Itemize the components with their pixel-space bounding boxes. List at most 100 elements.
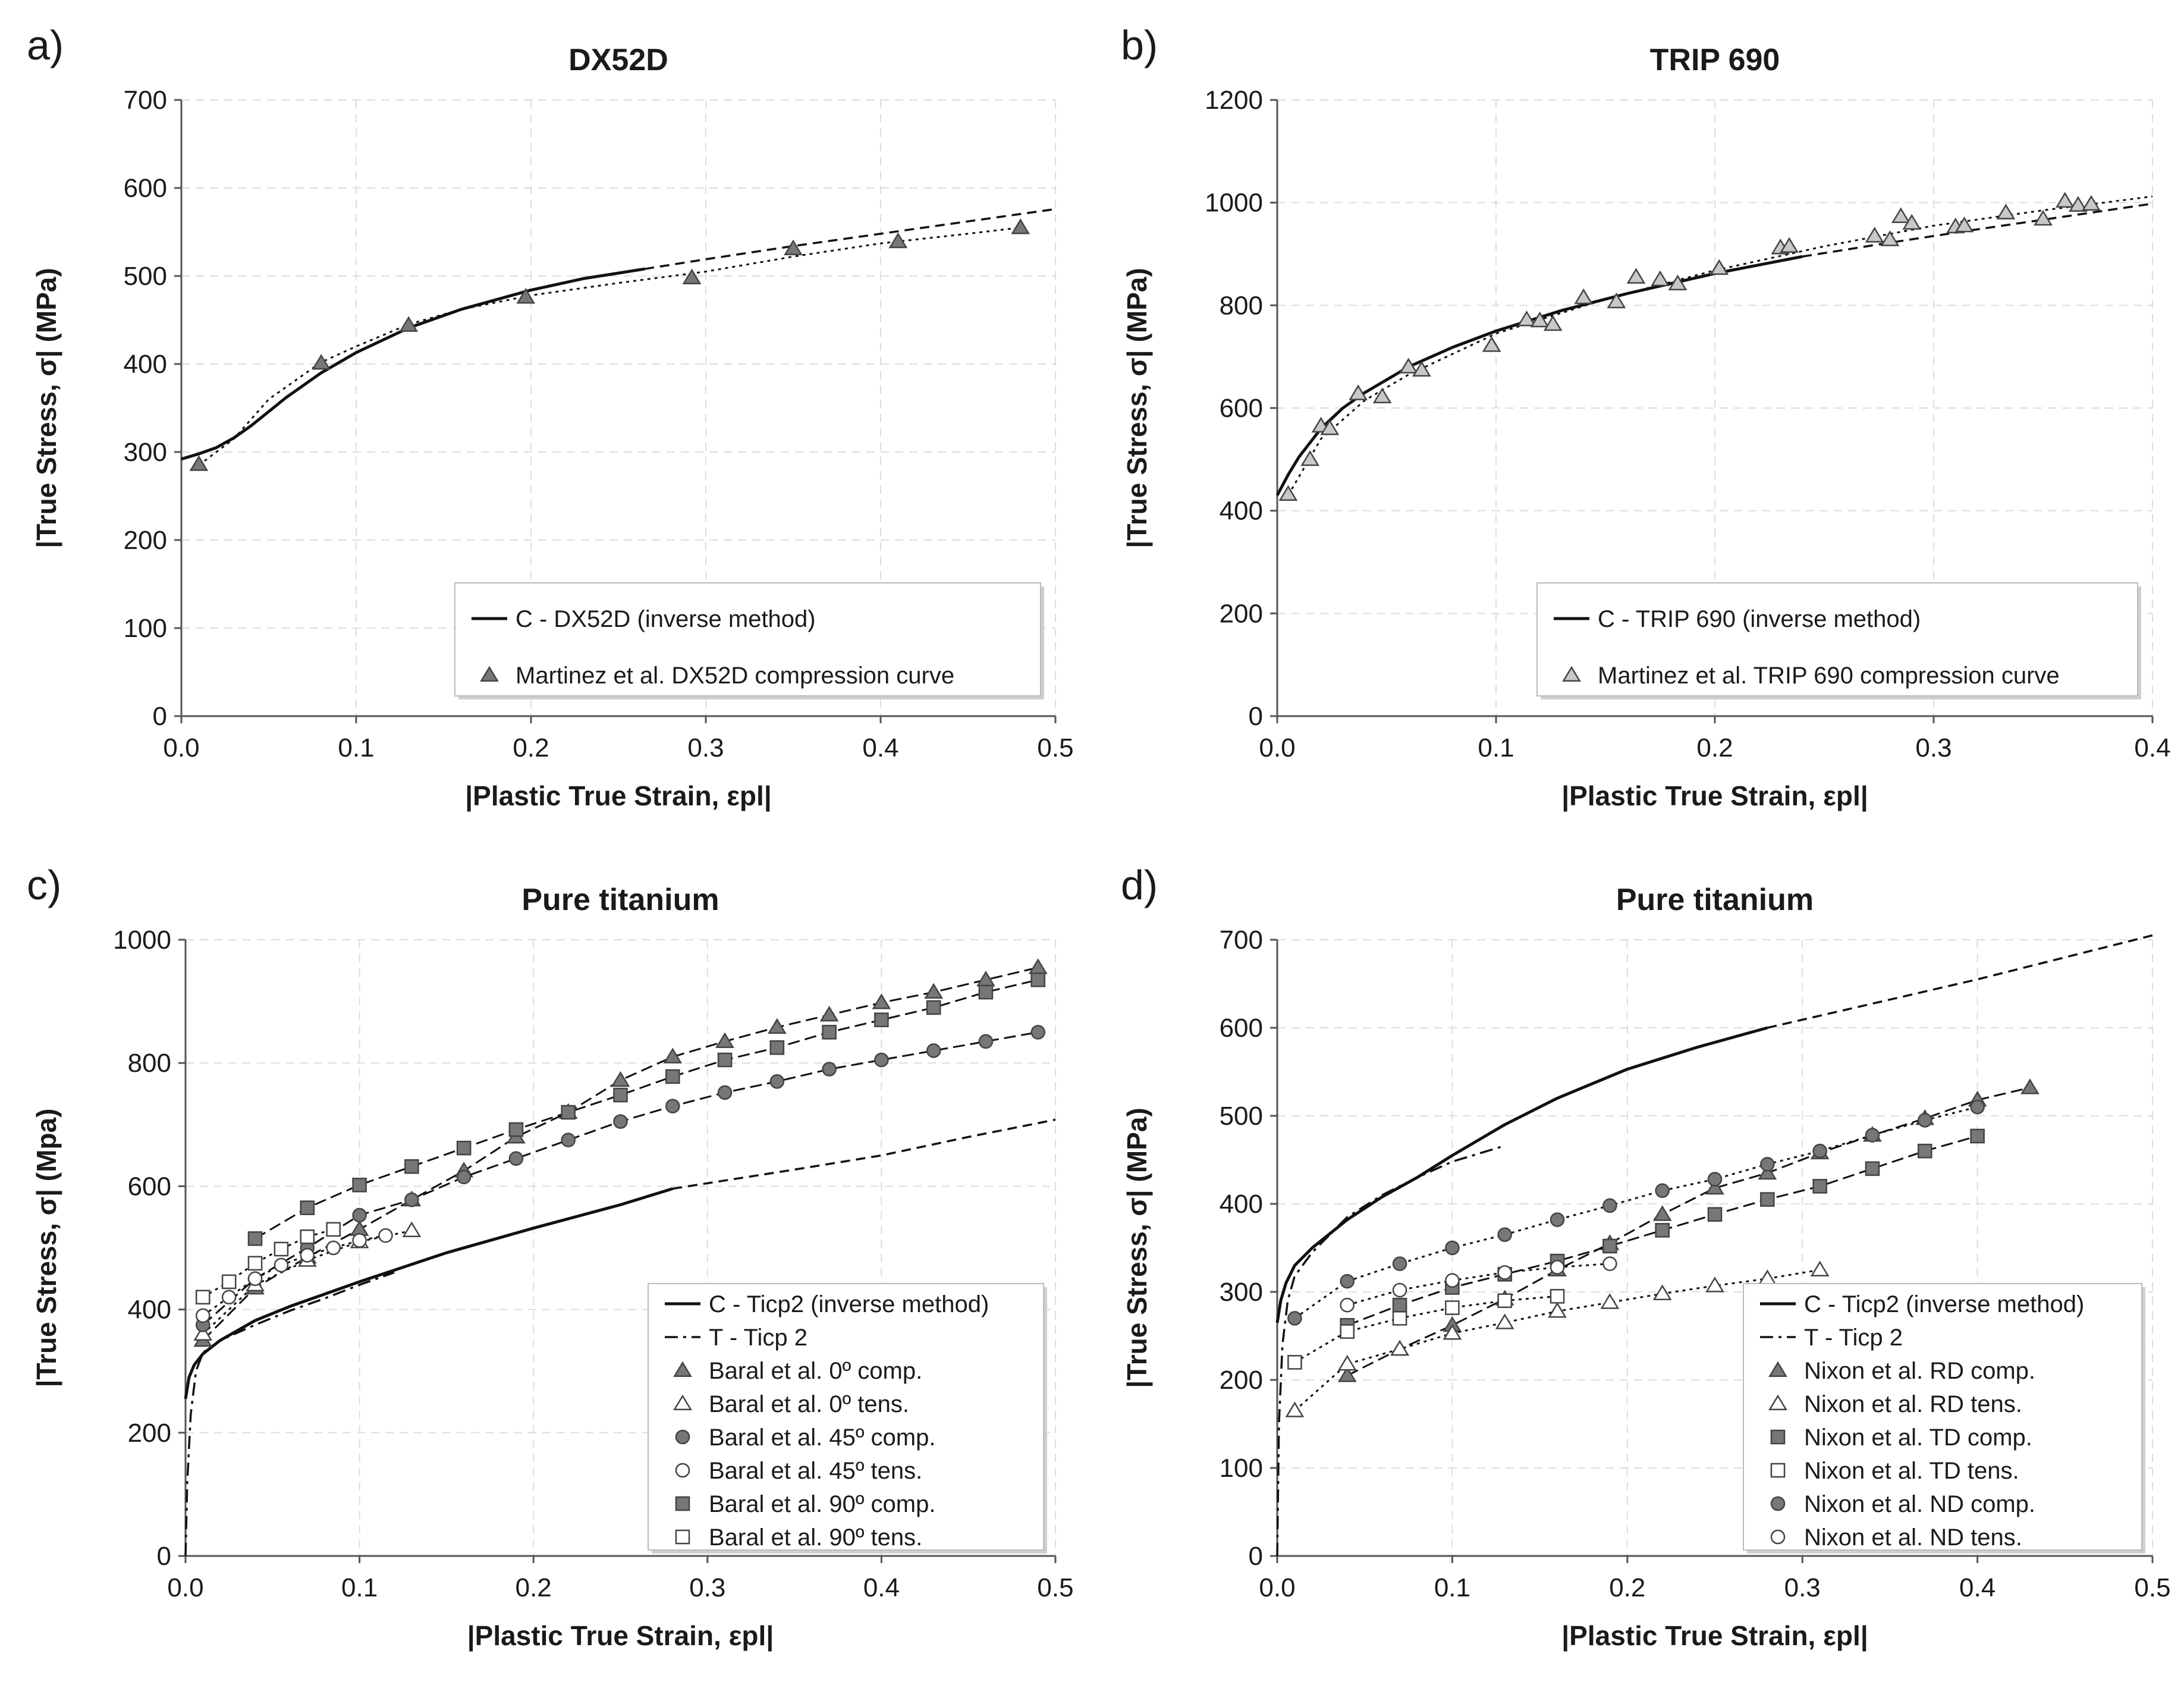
legend-marker: [1770, 1496, 1786, 1511]
y-tick-label: 500: [124, 262, 167, 291]
data-point: [1668, 274, 1688, 291]
x-tick-label: 0.0: [163, 733, 199, 763]
y-tick-label: 600: [1220, 394, 1263, 423]
series-7: [247, 972, 1046, 1246]
series-1: [673, 1118, 1056, 1190]
data-point: [1602, 1198, 1617, 1213]
data-point: [1902, 214, 1922, 230]
y-axis-title: |True Stress, σ| (MPa): [1121, 268, 1152, 548]
data-point: [767, 1018, 787, 1034]
data-point: [822, 1062, 837, 1077]
data-point: [508, 1122, 524, 1137]
chart-title: TRIP 690: [1650, 43, 1780, 77]
legend-marker: [675, 1496, 690, 1511]
data-point: [1517, 310, 1536, 327]
x-tick-label: 0.2: [1696, 733, 1733, 763]
y-tick-label: 500: [1220, 1102, 1263, 1131]
series-1: [1767, 934, 2153, 1029]
legend-box: [648, 1283, 1044, 1551]
data-point: [1550, 1212, 1565, 1227]
y-tick-label: 600: [124, 174, 167, 203]
legend: C - Ticp2 (inverse method) T - Ticp 2 Bara…: [648, 1283, 1047, 1554]
y-tick-label: 1000: [1205, 189, 1263, 218]
legend-label: T - Ticp 2: [709, 1325, 807, 1351]
series-line: [1294, 1106, 1978, 1319]
data-point: [784, 239, 803, 256]
panel-label: d): [1121, 862, 1158, 908]
legend-box: [1536, 582, 2138, 696]
data-point: [2020, 1078, 2040, 1094]
series-line: [184, 1187, 674, 1400]
data-point: [1392, 1256, 1407, 1271]
data-point: [1030, 972, 1046, 987]
data-point: [378, 1228, 393, 1243]
legend-label: C - TRIP 690 (inverse method): [1598, 606, 1921, 632]
data-point: [1340, 1273, 1355, 1289]
data-point: [613, 1114, 628, 1129]
legend-label: T - Ticp 2: [1804, 1325, 1903, 1351]
data-point: [1574, 288, 1594, 305]
data-point: [1812, 1179, 1827, 1194]
y-tick-label: 200: [1220, 599, 1263, 628]
data-point: [1497, 1227, 1513, 1243]
data-point: [1392, 1282, 1407, 1298]
data-point: [1970, 1099, 1985, 1115]
legend-label: C - Ticp2 (inverse method): [709, 1291, 989, 1317]
data-point: [717, 1052, 733, 1068]
data-point: [1705, 1276, 1724, 1292]
x-tick-label: 0.0: [167, 1573, 203, 1602]
data-point: [613, 1087, 628, 1103]
x-tick-label: 0.1: [341, 1573, 378, 1602]
y-tick-label: 0: [1249, 702, 1263, 731]
data-point: [1399, 357, 1418, 374]
data-point: [1497, 1293, 1513, 1309]
data-point: [561, 1132, 576, 1147]
data-point: [1652, 1284, 1672, 1300]
data-point: [1320, 419, 1340, 435]
series-0: [1275, 255, 1803, 496]
y-tick-label: 800: [1220, 291, 1263, 320]
data-point: [1011, 218, 1030, 234]
data-point: [508, 1151, 524, 1166]
data-point: [1445, 1240, 1460, 1256]
data-point: [326, 1222, 341, 1237]
data-point: [195, 1308, 210, 1323]
legend-marker: [1562, 666, 1581, 682]
x-tick-label: 0.3: [1784, 1573, 1821, 1602]
data-point: [924, 983, 944, 999]
data-point: [1030, 1025, 1046, 1040]
legend: C - DX52D (inverse method) Martinez et al…: [454, 582, 1044, 699]
data-point: [300, 1200, 315, 1215]
data-point: [1340, 1324, 1355, 1339]
chart-panel-0: a) DX52D 0.0 0.1 0.2 0.3 0.4 0.5 0 100 200 300 400 50…: [27, 22, 1074, 811]
series-8: [1340, 1256, 1617, 1313]
data-point: [1707, 1207, 1723, 1222]
data-point: [456, 1169, 472, 1185]
legend-label: Martinez et al. DX52D compression curve: [516, 663, 954, 689]
x-tick-label: 0.0: [1259, 733, 1295, 763]
data-point: [1780, 237, 1799, 253]
series-0: [181, 267, 645, 461]
series-2: [1287, 195, 2153, 496]
y-axis-title: |True Stress, σ| (MPa): [1121, 1107, 1152, 1388]
series-line: [1767, 934, 2153, 1029]
data-point: [769, 1074, 785, 1089]
x-tick-label: 0.2: [513, 733, 549, 763]
chart-panel-2: c) Pure titanium 0.0 0.1 0.2 0.3 0.4 0.5 0 200 400…: [27, 862, 1074, 1651]
legend-marker: [1770, 1463, 1786, 1478]
data-point: [1285, 1401, 1305, 1417]
data-point: [561, 1105, 576, 1120]
series-line: [644, 208, 1056, 270]
data-point: [819, 1005, 839, 1022]
data-point: [872, 993, 891, 1009]
legend-box: [454, 582, 1041, 696]
data-point: [978, 984, 994, 1000]
panel-label: a): [27, 22, 64, 68]
y-tick-label: 600: [128, 1172, 171, 1201]
series-1: [1802, 202, 2153, 258]
data-point: [352, 1207, 367, 1223]
data-point: [1372, 387, 1392, 404]
data-point: [1278, 485, 1298, 501]
y-tick-label: 400: [1220, 497, 1263, 526]
legend: C - TRIP 690 (inverse method) Martinez et…: [1536, 582, 2141, 699]
